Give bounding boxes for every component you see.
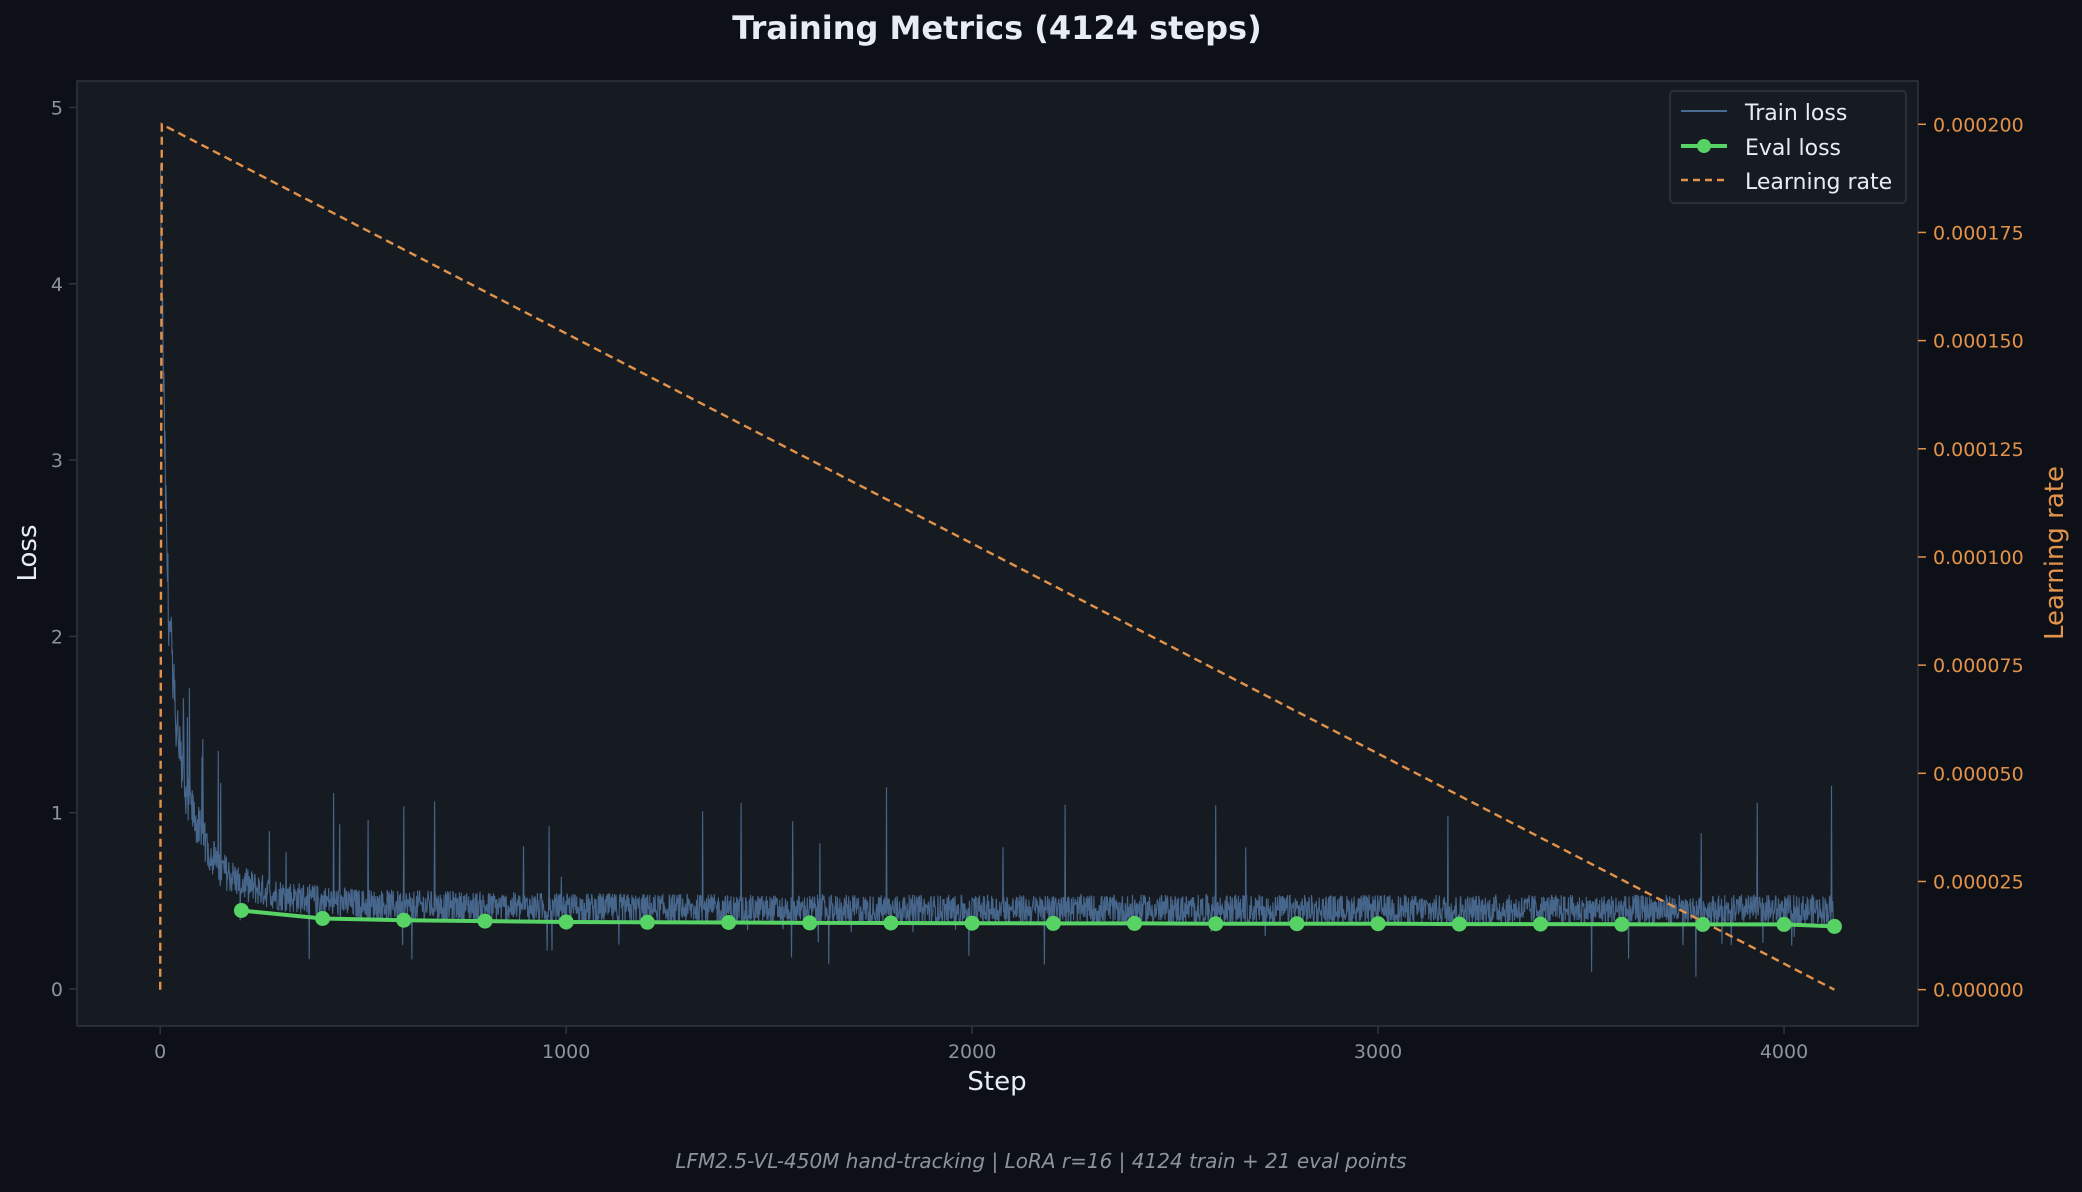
y-tick-label: 4 [51,274,63,296]
y2-tick-label: 0.000125 [1933,439,2024,461]
x-tick-label: 1000 [542,1041,590,1063]
eval-loss-point [1045,915,1061,931]
x-axis-label: Step [967,1067,1026,1097]
eval-loss-point [1370,916,1386,932]
y2-tick-label: 0.000150 [1933,331,2024,353]
x-axis: 0 1000 2000 3000 4000 [154,1026,1808,1063]
learning-rate-line [158,122,1835,991]
eval-loss-point [883,915,899,931]
train-loss-series [159,164,1835,977]
x-tick-label: 0 [154,1041,166,1063]
y2-tick-label: 0.000200 [1933,114,2024,136]
y-axis-label: Loss [13,524,43,581]
legend-marker-eval-loss [1697,139,1711,153]
eval-loss-point [1533,916,1548,932]
eval-loss-point [558,914,574,930]
y2-tick-label: 0.000025 [1933,871,2024,893]
eval-loss-point [964,915,980,931]
legend-box [1669,90,1907,204]
eval-loss-point [802,915,818,931]
eval-loss-point [1614,916,1630,932]
eval-loss-point [1127,915,1142,931]
legend-label-learning-rate: Learning rate [1745,170,1892,195]
train-loss-line [159,164,1835,977]
eval-loss-point [1826,918,1842,934]
y-tick-label: 3 [51,450,63,472]
legend-label-train-loss: Train loss [1744,101,1847,126]
eval-loss-point [721,915,737,930]
y2-tick-label: 0.000175 [1933,222,2024,244]
eval-loss-point [396,912,412,928]
y2-tick-label: 0.000075 [1933,655,2024,677]
legend-label-eval-loss: Eval loss [1745,136,1841,161]
learning-rate-series [158,122,1835,991]
chart-title: Training Metrics (4124 steps) [732,9,1261,47]
legend: Train loss Eval loss Learning rate [1669,90,1907,204]
x-tick-label: 2000 [948,1041,996,1063]
y-tick-label: 1 [51,803,63,825]
eval-loss-point [639,914,655,930]
chart-footer: LFM2.5-VL-450M hand-tracking | LoRA r=16… [675,1149,1406,1173]
y2-tick-label: 0.000050 [1933,763,2024,785]
y-tick-label: 0 [51,979,63,1001]
x-tick-label: 3000 [1354,1041,1402,1063]
eval-loss-point [1776,916,1792,932]
series-layer [158,122,1842,991]
y-axis-learning-rate: 0.000000 0.000025 0.000050 0.000075 0.000100… [1918,114,2024,1002]
y-tick-label: 5 [51,97,63,119]
eval-loss-point [1289,916,1305,932]
y2-tick-label: 0.000000 [1933,980,2024,1002]
eval-loss-point [1695,916,1711,932]
y2-axis-label: Learning rate [2040,466,2070,640]
eval-loss-point [1451,916,1467,932]
y-tick-label: 2 [51,626,63,648]
eval-loss-point [1208,916,1224,932]
y-axis-loss: 0 1 2 3 4 5 [51,97,77,1001]
eval-loss-point [477,913,493,929]
y2-tick-label: 0.000100 [1933,547,2024,569]
x-tick-label: 4000 [1760,1041,1808,1063]
eval-loss-point [233,903,249,918]
eval-loss-series [233,903,1842,934]
plot-area [76,80,1919,1027]
eval-loss-point [315,911,331,926]
